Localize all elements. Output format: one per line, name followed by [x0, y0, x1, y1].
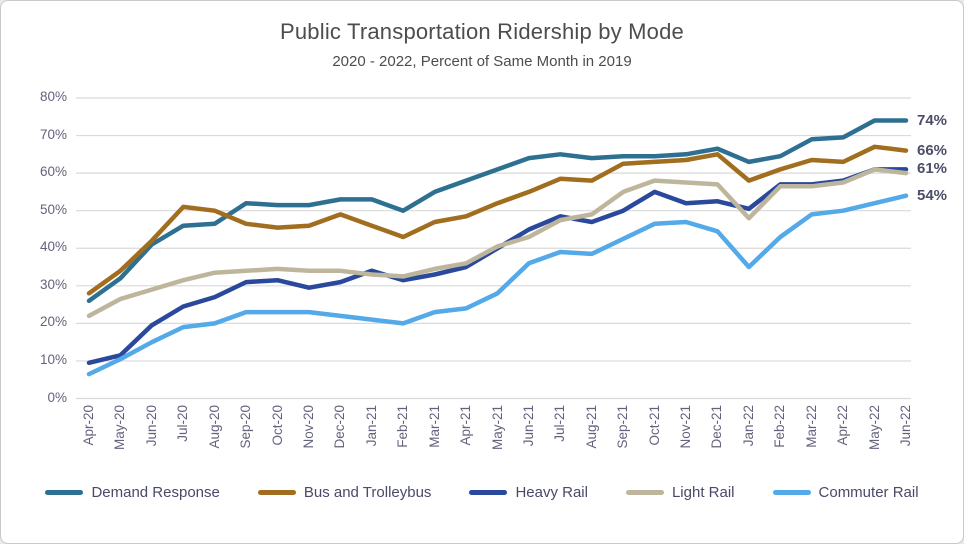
x-tick-label: Jan-21 — [363, 405, 379, 447]
x-tick-label: Jun-22 — [898, 405, 913, 447]
x-tick-label: Jul-21 — [552, 405, 568, 442]
legend-item-commuter-rail: Commuter Rail — [772, 484, 919, 501]
series-end-label-bus-and-trolleybus: 66% — [917, 141, 948, 159]
y-tick-label: 30% — [39, 276, 67, 292]
series-line-commuter-rail — [86, 193, 909, 377]
legend-item-bus-and-trolleybus: Bus and Trolleybus — [257, 484, 432, 501]
series-end-label-demand-response: 74% — [917, 111, 948, 129]
legend-item-heavy-rail: Heavy Rail — [469, 484, 588, 501]
legend-item-light-rail: Light Rail — [625, 484, 735, 501]
legend-line-swatch — [257, 490, 296, 495]
x-tick-label: Mar-21 — [426, 405, 442, 448]
x-tick-label: Oct-21 — [646, 405, 662, 446]
x-tick-label: Jan-22 — [740, 405, 756, 447]
chart-title: Public Transportation Ridership by Mode — [279, 19, 684, 44]
y-tick-label: 0% — [47, 389, 67, 405]
x-tick-label: Oct-20 — [269, 405, 285, 446]
x-tick-label: Sep-20 — [238, 405, 254, 449]
series-line-light-rail — [86, 167, 909, 319]
legend-label: Demand Response — [91, 484, 220, 501]
legend-line-swatch — [469, 490, 508, 495]
y-tick-label: 10% — [39, 351, 67, 367]
x-tick-label: Apr-20 — [81, 405, 96, 446]
x-tick-label: Mar-22 — [803, 405, 819, 448]
y-tick-label: 60% — [39, 164, 67, 180]
series-line-heavy-rail — [86, 167, 909, 366]
y-tick-label: 70% — [39, 126, 67, 142]
legend-line-swatch — [625, 490, 664, 495]
legend: Demand Response Bus and Trolleybus Heavy R… — [1, 484, 963, 501]
y-tick-label: 80% — [39, 89, 67, 104]
legend-line-swatch — [45, 490, 84, 495]
legend-label: Commuter Rail — [818, 484, 919, 501]
x-tick-label: Aug-21 — [583, 405, 599, 449]
x-tick-label: Jun-20 — [143, 405, 159, 447]
series-line-bus-and-trolleybus — [86, 144, 909, 296]
x-tick-label: Dec-21 — [709, 405, 725, 449]
x-tick-label: Dec-20 — [332, 405, 348, 449]
legend-line-swatch — [772, 490, 811, 495]
legend-label: Heavy Rail — [515, 484, 588, 501]
x-tick-label: Sep-21 — [615, 405, 631, 449]
x-tick-label: Apr-21 — [458, 405, 474, 446]
x-tick-label: Jun-21 — [520, 405, 536, 447]
chart-subtitle: 2020 - 2022, Percent of Same Month in 20… — [332, 53, 632, 70]
x-tick-label: Feb-21 — [395, 405, 411, 448]
legend-label: Bus and Trolleybus — [303, 484, 432, 501]
x-tick-label: Apr-22 — [835, 405, 851, 446]
series-end-label-commuter-rail: 54% — [917, 186, 948, 204]
series-end-label-heavy-rail: 61% — [917, 160, 948, 178]
x-tick-label: Nov-21 — [678, 405, 694, 449]
x-tick-label: May-20 — [112, 405, 128, 451]
x-tick-label: Nov-20 — [300, 405, 316, 449]
legend-item-demand-response: Demand Response — [45, 484, 220, 501]
y-tick-label: 50% — [39, 201, 67, 217]
x-tick-label: May-22 — [866, 405, 882, 451]
y-tick-label: 40% — [39, 239, 67, 255]
x-tick-label: Aug-20 — [206, 405, 222, 449]
legend-label: Light Rail — [671, 484, 735, 501]
x-tick-label: Jul-20 — [175, 405, 191, 442]
y-tick-label: 20% — [39, 314, 67, 330]
x-tick-label: May-21 — [489, 405, 505, 451]
x-tick-label: Feb-22 — [772, 405, 788, 448]
